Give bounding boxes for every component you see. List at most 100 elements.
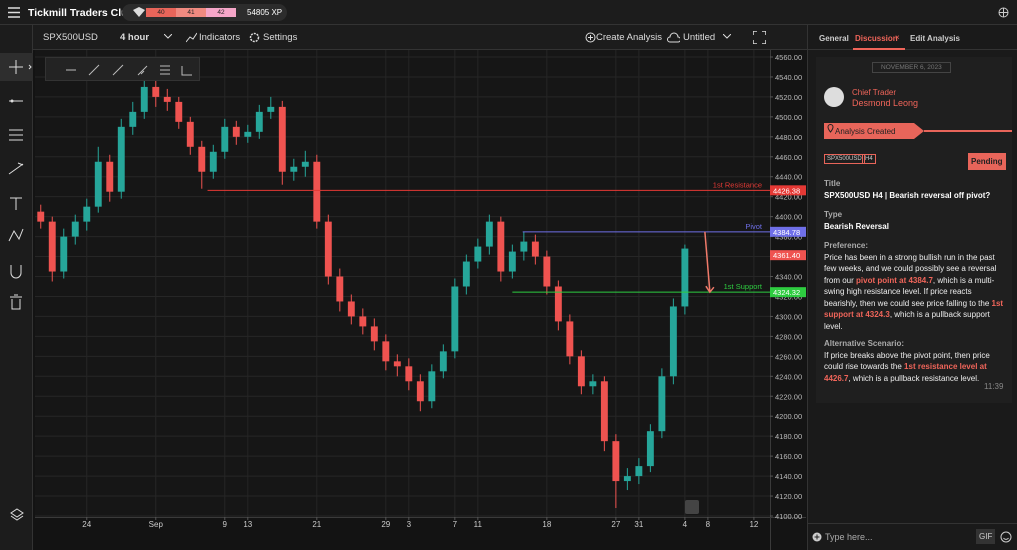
x-tick-label: 21: [312, 520, 321, 529]
candle-body: [209, 151, 217, 172]
highlight: 1st support at 4324.3: [824, 298, 1004, 320]
candle-body: [163, 96, 171, 102]
type: Bearish Reversal: [824, 221, 889, 231]
x-tick-label: 27: [611, 520, 620, 529]
candle-body: [520, 241, 528, 252]
tab[interactable]: General: [819, 34, 849, 43]
interval[interactable]: 4 hour: [120, 32, 150, 43]
y-tick-label: 4260.00: [775, 352, 802, 361]
globe-icon[interactable]: [998, 7, 1009, 18]
gif-button[interactable]: GIF: [976, 529, 996, 544]
xp: 54805 XP: [247, 8, 283, 17]
candle-body: [324, 221, 332, 277]
time: 11:39: [984, 382, 1004, 391]
y-tick-label: 4180.00: [775, 432, 802, 441]
menu-icon[interactable]: [8, 7, 20, 18]
y-tick-label: 4100.00: [775, 512, 802, 521]
symbol[interactable]: SPX500USD: [43, 32, 98, 43]
candle-body: [48, 221, 56, 272]
level-bar: 40 41 42: [146, 8, 236, 17]
x-tick-label: 11: [474, 520, 483, 529]
price-tag: [770, 226, 806, 237]
candle-body: [336, 276, 344, 302]
candle-body: [600, 381, 608, 442]
x-tick-label: 29: [381, 520, 390, 529]
candle-body: [71, 221, 79, 237]
settings[interactable]: Settings: [263, 32, 298, 43]
y-tick-label: 4160.00: [775, 452, 802, 461]
y-tick-label: 4440.00: [775, 173, 802, 182]
candle-body: [405, 366, 413, 382]
tag: SPX500USD: [824, 154, 865, 164]
create-analysis[interactable]: Create Analysis: [596, 32, 663, 43]
avatar: [824, 87, 844, 107]
candle-body: [278, 106, 286, 172]
title: SPX500USD H4 | Bearish reversal off pivo…: [824, 190, 991, 200]
hint-button[interactable]: [685, 500, 699, 514]
tab-active[interactable]: Discussion: [855, 34, 898, 43]
candle-body: [451, 286, 459, 352]
message-input[interactable]: Type here...: [825, 532, 873, 542]
y-tick-label: 4480.00: [775, 133, 802, 142]
candle-body: [117, 126, 125, 192]
chevron: [723, 34, 731, 39]
indicators[interactable]: Indicators: [199, 32, 241, 43]
add-icon[interactable]: [812, 532, 822, 542]
candle-body: [474, 246, 482, 262]
candle-body: [347, 301, 355, 317]
author: Desmond Leong: [852, 98, 919, 108]
price-tag: [770, 287, 806, 298]
date: NOVEMBER 6, 2023: [872, 62, 951, 73]
y-tick-label: 4220.00: [775, 392, 802, 401]
chart-toolbar: SPX500USD 4 hour Indicators Settings Cre…: [33, 25, 807, 50]
file-name[interactable]: Untitled: [683, 32, 716, 43]
x-tick-label: 8: [706, 520, 711, 529]
y-tick-label: 4200.00: [775, 412, 802, 421]
layers-icon[interactable]: [10, 508, 24, 522]
text: If price breaks above the pivot point, t…: [824, 350, 990, 372]
y-tick-label: 4240.00: [775, 372, 802, 381]
text: Price has been in a strong bullish run i…: [824, 252, 997, 285]
chevron: [164, 34, 172, 39]
preference: Price has been in a strong bullish run i…: [824, 252, 1006, 333]
candle-body: [129, 111, 137, 127]
candle-body: [393, 361, 401, 367]
candle-body: [635, 466, 643, 477]
text: , which is a pullback resistance level.: [848, 373, 980, 383]
x-tick-label: 7: [453, 520, 458, 529]
y-tick-label: 4380.00: [775, 233, 802, 242]
x-tick-label: Sep: [149, 520, 164, 529]
y-tick-label: 4420.00: [775, 193, 802, 202]
level-name: 1st Support: [724, 282, 763, 291]
details: Title SPX500USD H4 | Bearish reversal of…: [824, 178, 1006, 384]
drawing-tools: [0, 25, 33, 550]
highlight: pivot point at 4384.7: [856, 275, 933, 285]
settings-icon: [249, 32, 260, 43]
x-tick-label: 4: [683, 520, 688, 529]
candle-body: [543, 256, 551, 287]
level: 41: [176, 8, 206, 17]
tab-close[interactable]: ×: [895, 33, 900, 42]
candle-body: [531, 241, 539, 257]
candle-body: [290, 166, 298, 172]
candle-body: [612, 441, 620, 482]
y-tick-label: 4140.00: [775, 472, 802, 481]
alternative: If price breaks above the pivot point, t…: [824, 350, 1006, 385]
composer: Type here... GIF: [808, 523, 1017, 550]
side-panel: General Discussion × Edit Analysis NOVEM…: [807, 25, 1017, 550]
label: Type: [824, 210, 843, 219]
emoji-icon[interactable]: [1000, 531, 1012, 543]
last-price-tag: [770, 250, 806, 261]
level: 42: [206, 8, 236, 17]
candle-body: [428, 371, 436, 402]
analysis-card: NOVEMBER 6, 2023 Chief Trader Desmond Le…: [816, 57, 1012, 403]
fullscreen-icon[interactable]: [753, 31, 766, 44]
candle-body: [359, 316, 367, 327]
price-tag: [770, 185, 806, 196]
candle-body: [382, 341, 390, 362]
tool-icons: [0, 53, 33, 310]
candle-body: [313, 161, 321, 222]
price-tag-label: 4426.38: [773, 186, 800, 195]
level: 40: [146, 8, 176, 17]
tab[interactable]: Edit Analysis: [910, 34, 960, 43]
